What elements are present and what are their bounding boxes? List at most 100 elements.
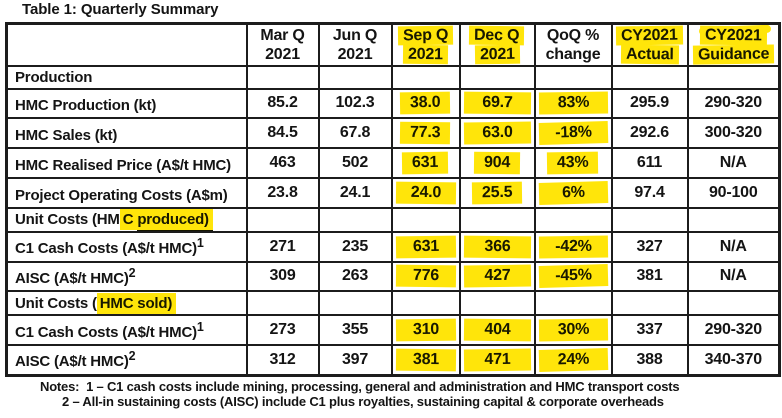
value-cell: N/A: [686, 230, 781, 263]
value-text: 24.0: [395, 181, 456, 205]
value-cell: 404: [458, 314, 536, 346]
value-text: N/A: [719, 267, 747, 285]
col-header-text: CY2021: [616, 25, 683, 46]
value-text: 90-100: [708, 184, 758, 202]
section-label-highlight-underlined: produced): [137, 209, 213, 230]
value-text: 340-370: [704, 350, 763, 368]
value-text: 235: [341, 237, 369, 255]
value-cell: N/A: [686, 260, 781, 293]
value-cell: 24%: [533, 343, 613, 377]
value-cell: -45%: [533, 260, 613, 293]
value-cell: 471: [458, 343, 536, 377]
table-title: Table 1: Quarterly Summary: [22, 1, 219, 18]
row-label-text: Project Operating Costs (A$m): [15, 186, 228, 204]
row-aisc-sold: AISC (A$/t HMC)2 312 397 381 471 24% 388…: [5, 343, 781, 377]
row-c1-cash-costs-sold: C1 Cash Costs (A$/t HMC)1 273 355 310 40…: [5, 314, 781, 346]
value-cell: 290-320: [686, 314, 781, 346]
col-header-text: Dec Q: [469, 25, 525, 46]
value-cell: 631: [390, 230, 461, 263]
value-text: 63.0: [463, 121, 531, 145]
row-label: HMC Production (kt): [5, 87, 248, 120]
value-text: 471: [463, 348, 531, 372]
section-label: Unit Costs (HM C produced): [5, 207, 248, 233]
value-text: 611: [636, 154, 663, 172]
value-text: 43%: [547, 151, 599, 175]
footnote-ref: 1: [196, 319, 204, 334]
value-cell: 97.4: [610, 177, 689, 209]
empty-cell: [533, 64, 613, 90]
value-cell: 6%: [533, 177, 613, 209]
value-cell: 38.0: [390, 87, 461, 120]
row-c1-cash-costs-produced: C1 Cash Costs (A$/t HMC)1 271 235 631 36…: [5, 230, 781, 263]
value-cell: 67.8: [317, 117, 393, 150]
value-text: 23.8: [267, 184, 298, 202]
section-row-unit-costs-sold: Unit Costs (HMC sold): [5, 290, 781, 317]
table-notes: Notes: 1 – C1 cash costs include mining,…: [40, 379, 680, 409]
value-text: 397: [341, 350, 369, 368]
value-text: 904: [473, 151, 521, 175]
value-text: 502: [341, 154, 369, 172]
value-cell: 90-100: [686, 177, 781, 209]
col-header-jun-q-2021: Jun Q 2021: [317, 22, 393, 67]
value-text: -45%: [538, 264, 608, 289]
value-cell: 381: [390, 343, 461, 377]
section-label-highlight: HMC: [96, 293, 138, 314]
empty-cell: [317, 64, 393, 90]
value-cell: 23.8: [245, 177, 320, 209]
value-text: 292.6: [629, 124, 670, 142]
value-text: 67.8: [339, 124, 371, 142]
row-label-text: HMC Sales (kt): [15, 126, 118, 144]
value-cell: 271: [245, 230, 320, 263]
value-cell: 312: [245, 343, 320, 377]
value-text: 273: [269, 321, 296, 338]
value-text: 388: [636, 350, 663, 368]
empty-cell: [458, 207, 536, 233]
value-text: 77.3: [400, 122, 451, 145]
col-header-text: 2021: [265, 45, 300, 63]
value-cell: 310: [390, 314, 461, 346]
value-text: 381: [636, 267, 663, 285]
value-text: 300-320: [704, 124, 763, 142]
value-cell: N/A: [686, 147, 781, 180]
value-cell: 85.2: [245, 87, 320, 120]
value-cell: 355: [317, 314, 393, 346]
row-label: AISC (A$/t HMC)2: [5, 260, 248, 293]
col-header-mar-q-2021: Mar Q 2021: [245, 22, 320, 67]
row-label-text: AISC (A$/t HMC): [15, 353, 129, 371]
col-header-text: Jun Q: [332, 26, 378, 44]
value-cell: -42%: [533, 230, 613, 263]
value-cell: 366: [458, 230, 536, 263]
empty-cell: [390, 290, 461, 317]
value-text: 85.2: [267, 94, 298, 112]
row-label-text: HMC Production (kt): [15, 96, 157, 114]
value-cell: 327: [610, 230, 689, 263]
footnote-ref: 2: [128, 265, 136, 280]
row-project-operating-costs: Project Operating Costs (A$m) 23.8 24.1 …: [5, 177, 781, 209]
value-text: 312: [269, 350, 296, 368]
value-cell: 611: [610, 147, 689, 180]
empty-cell: [245, 64, 320, 90]
section-label-highlight: ): [167, 293, 177, 314]
empty-cell: [317, 290, 393, 317]
col-header-text: change: [545, 45, 601, 63]
value-cell: 43%: [533, 147, 613, 180]
note-text: 1 – C1 cash costs include mining, proces…: [86, 379, 680, 394]
col-header-text: 2021: [474, 44, 520, 64]
col-header-text: Mar Q: [260, 26, 305, 44]
value-text: N/A: [719, 154, 747, 172]
notes-prefix: Notes:: [40, 379, 80, 394]
col-header-cy2021-actual: CY2021 Actual: [610, 22, 689, 67]
value-cell: -18%: [533, 117, 613, 150]
empty-cell: [610, 290, 689, 317]
value-text: 427: [463, 265, 531, 288]
value-cell: 309: [245, 260, 320, 293]
value-cell: 102.3: [317, 87, 393, 120]
empty-cell: [458, 290, 536, 317]
row-hmc-production: HMC Production (kt) 85.2 102.3 38.0 69.7…: [5, 87, 781, 120]
row-label: Project Operating Costs (A$m): [5, 177, 248, 209]
value-text: -18%: [538, 121, 608, 146]
row-label: C1 Cash Costs (A$/t HMC)1: [5, 230, 248, 263]
value-text: 25.5: [471, 181, 523, 205]
empty-cell: [317, 207, 393, 233]
